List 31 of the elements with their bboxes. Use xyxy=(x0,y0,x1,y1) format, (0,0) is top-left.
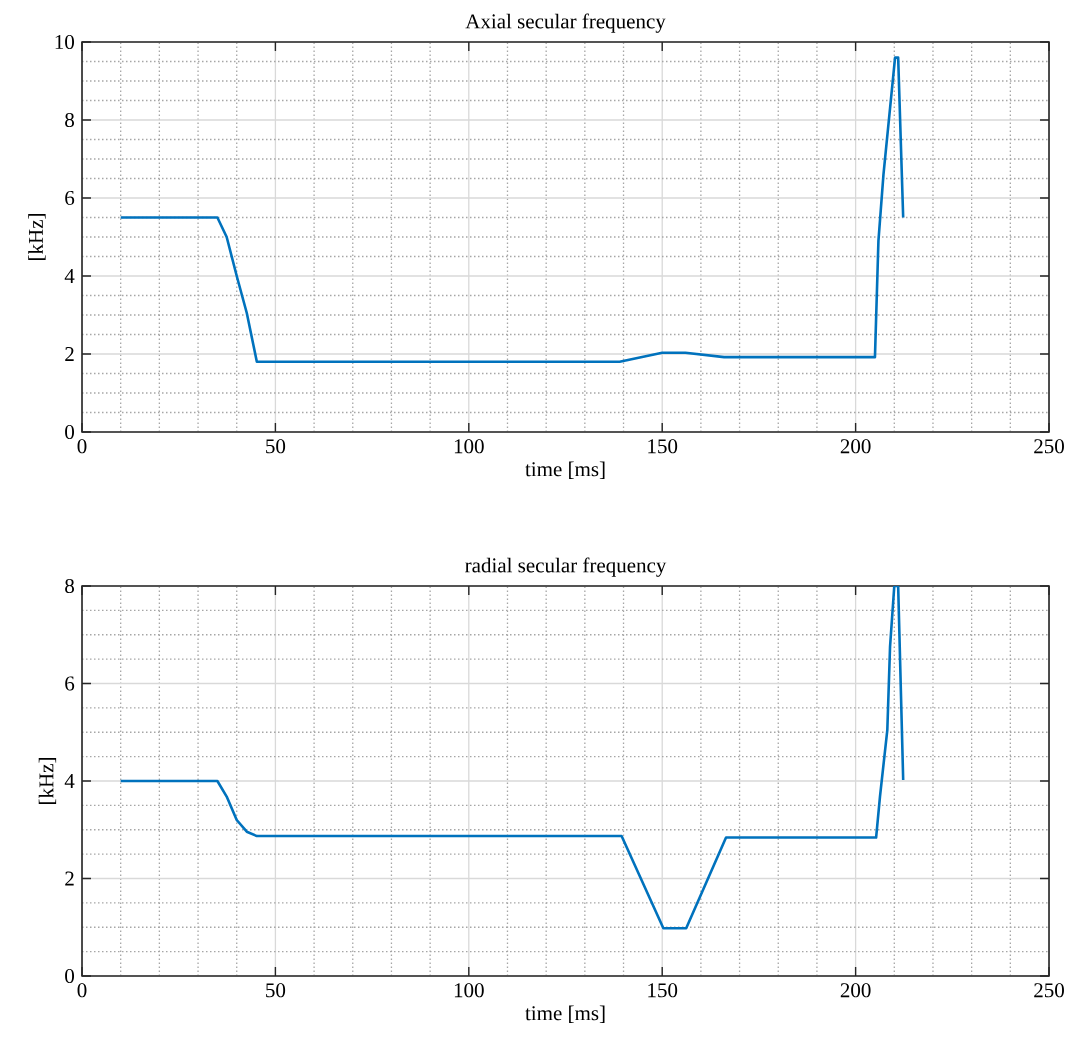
x-tick-label: 100 xyxy=(454,983,484,998)
line-series xyxy=(119,56,905,364)
x-tick-label: 0 xyxy=(77,439,87,454)
y-tick-label: 4 xyxy=(64,774,75,788)
y-tick-label: 6 xyxy=(65,676,75,691)
y-tick-label: 10 xyxy=(55,34,75,50)
x-tick-label: 250 xyxy=(1034,439,1064,454)
x-tick-label: 50 xyxy=(266,983,286,998)
x-tick-label: 250 xyxy=(1034,983,1064,998)
y-tick-label: 6 xyxy=(65,190,75,206)
line-series xyxy=(119,585,905,930)
x-tick-label: 100 xyxy=(454,439,484,454)
y-tick-label: 2 xyxy=(65,871,74,886)
x-tick-label: 150 xyxy=(648,983,678,998)
y-axis-title: [kHz] xyxy=(38,758,57,804)
x-tick-label: 0 xyxy=(77,983,87,998)
x-tick-label: 50 xyxy=(266,439,286,454)
y-axis-title: [kHz] xyxy=(28,214,46,260)
chart-title: Axial secular frequency xyxy=(465,13,666,33)
x-axis-title: time [ms] xyxy=(525,1005,605,1023)
y-tick-label: 2 xyxy=(65,347,74,361)
chart-title: radial secular frequency xyxy=(465,557,667,577)
y-tick-label: 4 xyxy=(64,269,75,283)
x-tick-label: 150 xyxy=(648,439,678,454)
y-tick-label: 8 xyxy=(65,578,75,594)
x-axis-title: time [ms] xyxy=(525,461,605,479)
y-tick-label: 0 xyxy=(65,968,75,984)
y-tick-label: 8 xyxy=(65,112,75,128)
x-tick-label: 200 xyxy=(840,439,871,454)
y-tick-label: 0 xyxy=(65,424,75,440)
x-tick-label: 200 xyxy=(840,983,871,998)
